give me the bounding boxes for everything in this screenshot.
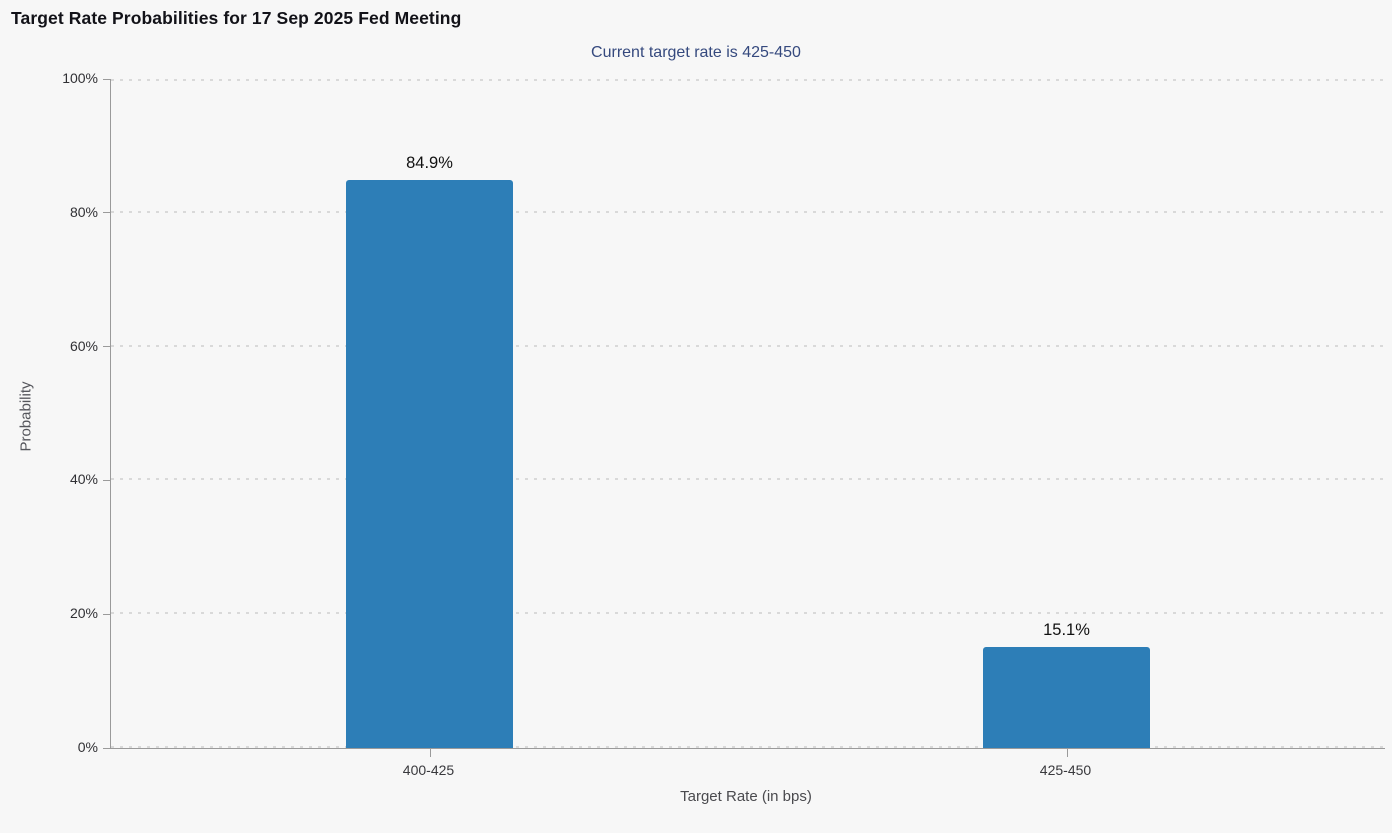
y-tick-label: 0% [77, 739, 98, 755]
x-axis-title: Target Rate (in bps) [680, 788, 812, 805]
y-tick-label: 100% [62, 70, 98, 86]
gridline [111, 344, 1385, 347]
y-tick-label: 80% [69, 203, 98, 220]
x-axis-tick [429, 749, 431, 757]
x-tick-label: 425-450 [1039, 762, 1092, 778]
probability-bar[interactable] [983, 646, 1150, 748]
x-tick-label: 400-425 [402, 762, 455, 778]
y-tick-label: 40% [69, 471, 98, 488]
chart-title: Target Rate Probabilities for 17 Sep 202… [11, 8, 462, 28]
x-axis-tick [1066, 749, 1068, 757]
y-axis-title: Probability [17, 381, 35, 452]
chart-subtitle: Current target rate is 425-450 [591, 44, 801, 61]
y-axis-tick [103, 212, 111, 214]
probability-bar[interactable] [346, 180, 513, 748]
y-axis-tick [103, 346, 111, 348]
y-axis-tick [103, 747, 111, 749]
gridline [111, 612, 1385, 615]
y-tick-label: 60% [69, 337, 98, 354]
y-axis-tick [103, 78, 111, 80]
bar-value-label: 84.9% [406, 154, 453, 173]
plot-area: 84.9% 15.1% [103, 78, 1385, 757]
gridline [111, 478, 1385, 481]
y-axis-tick [103, 479, 111, 481]
y-tick-label: 20% [69, 605, 98, 622]
gridline [111, 746, 1385, 748]
gridline [111, 79, 1385, 81]
gridline [111, 210, 1385, 213]
bar-value-label: 15.1% [1043, 620, 1090, 639]
y-axis-tick [103, 613, 111, 615]
